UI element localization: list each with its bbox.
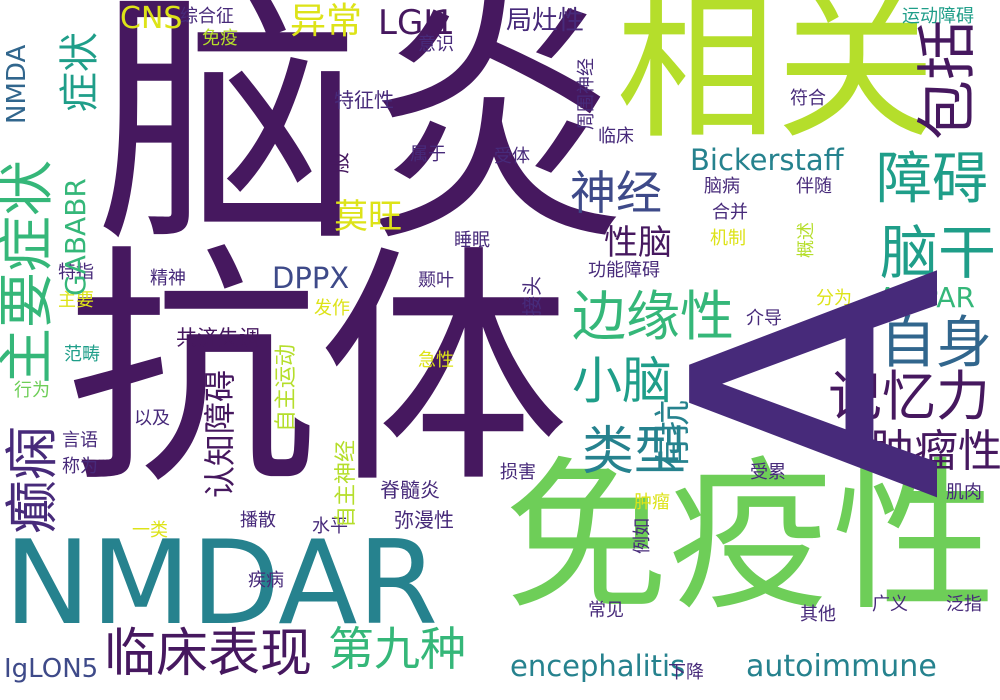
word-guangyi: 广义: [872, 594, 908, 615]
word-A: A: [622, 267, 1000, 500]
word-chengwei: 称为: [62, 456, 98, 477]
word-linchuangbiaoxian: 临床表现: [104, 624, 313, 684]
word-changjian: 常见: [588, 600, 624, 621]
word-zizhushenjing: 自主神经: [334, 439, 359, 528]
word-renzhizhangai: 认知障碍: [201, 369, 239, 498]
word-sunhai: 损害: [500, 462, 536, 483]
word-shoulei: 受累: [750, 462, 786, 483]
word-shuimian: 睡眠: [454, 230, 490, 251]
word-xiangguan: 相关: [616, 0, 937, 161]
word-liru: 例如: [632, 518, 653, 554]
word-fazuo: 发作: [314, 298, 350, 319]
word-hebing: 合并: [712, 202, 748, 223]
word-GABABR: GABABR: [59, 178, 92, 296]
word-juzaoxing: 局灶性: [506, 6, 585, 36]
word-yiban: 一般: [328, 151, 353, 196]
word-DPPX: DPPX: [272, 261, 350, 295]
word-shouti: 受体: [494, 146, 530, 167]
word-fuhe: 符合: [790, 88, 826, 109]
word-youkang: 有抗: [653, 399, 694, 472]
word-fanzhi: 泛指: [946, 594, 982, 615]
word-jisuiyan: 脊髓炎: [380, 478, 440, 502]
word-bosan: 播散: [240, 510, 276, 531]
word-yiji: 以及: [134, 408, 170, 429]
word-zhongliu: 肿瘤: [634, 492, 670, 513]
word-fenwei: 分为: [816, 288, 852, 309]
word-leixing: 类型: [582, 422, 687, 482]
word-IgLON5: IgLON5: [4, 654, 99, 684]
word-kangti: 抗体: [66, 225, 571, 518]
word-gaishu: 概述: [796, 222, 817, 258]
word-mianyi: 免疫: [202, 28, 238, 49]
word-shuiping: 水平: [312, 516, 348, 537]
word-xiajiang: 下降: [668, 662, 704, 683]
word-zishen: 自身: [880, 311, 992, 376]
word-CNS: CNS: [120, 1, 183, 36]
word-mianyixing: 免疫性: [504, 442, 997, 633]
word-naobing: 脑病: [704, 176, 740, 197]
word-AMPAR: AMPAR: [878, 281, 976, 314]
word-NMDA: NMDA: [2, 44, 32, 124]
word-xingwei: 行为: [14, 380, 50, 401]
word-jietou: 接头: [520, 276, 544, 316]
word-shenjing: 神经: [570, 166, 662, 220]
word-zhuyaozhengzhuang: 主要症状: [0, 160, 60, 384]
word-NMDAR: NMDAR: [4, 516, 439, 651]
word-zizhuyundong: 自主运动: [274, 343, 299, 432]
word-bianyuanxing: 边缘性: [572, 285, 734, 348]
word-encephalitis: encephalitis: [510, 649, 686, 683]
word-mimanxing: 弥漫性: [394, 508, 454, 532]
word-xiaonao: 小脑: [572, 352, 672, 410]
word-bickerstaff: Bickerstaff: [690, 143, 844, 177]
word-baokuo: 包括: [913, 20, 983, 140]
word-jixing: 急性: [418, 350, 454, 371]
word-autoimmune: autoimmune: [746, 649, 937, 684]
word-mowang: 莫旺: [334, 197, 402, 237]
word-jibing: 疾病: [248, 570, 284, 591]
word-jizhi: 机制: [710, 228, 746, 249]
word-jiedao: 介导: [746, 308, 782, 329]
word-yanyu: 言语: [62, 430, 98, 451]
word-tezhi: 特指: [58, 262, 94, 283]
word-niaoye: 颞叶: [418, 270, 454, 291]
word-yichang: 异常: [290, 1, 363, 42]
word-bansui: 伴随: [796, 176, 832, 197]
word-zhouweishenjing: 周围神经: [576, 58, 597, 130]
word-shuyu: 属于: [410, 144, 446, 165]
word-yundongzhangai: 运动障碍: [902, 6, 974, 27]
word-naogan: 脑干: [880, 219, 997, 287]
word-fanchou: 范畴: [64, 344, 100, 365]
word-LGI1: LGI1: [378, 3, 455, 43]
word-xingnao: 性脑: [604, 223, 672, 263]
word-jingshen: 精神: [150, 268, 186, 289]
word-dijiuzhong: 第九种: [328, 622, 466, 676]
word-gongnengzhangai: 功能障碍: [588, 260, 660, 281]
word-zhangai: 障碍: [876, 147, 988, 212]
word-linchuang: 临床: [598, 126, 634, 147]
word-qita: 其他: [800, 604, 836, 625]
word-gongjishitiao: 共济失调: [176, 326, 260, 350]
word-yishi: 意识: [418, 34, 454, 55]
word-zhuyao: 主要: [58, 290, 94, 311]
word-tezhengxing: 特征性: [334, 88, 394, 112]
word-dianxian: 癫痫: [1, 426, 64, 534]
word-zhengzhuang: 症状: [57, 32, 103, 112]
word-zonghezheng: 综合征: [180, 6, 234, 27]
word-yilei: 一类: [132, 520, 168, 541]
word-zhongliuxing: 肿瘤性: [870, 426, 1000, 477]
word-naoyan: 脑炎: [96, 0, 628, 278]
word-jiyili: 记忆力: [828, 365, 990, 428]
word-jirou: 肌肉: [946, 482, 982, 503]
